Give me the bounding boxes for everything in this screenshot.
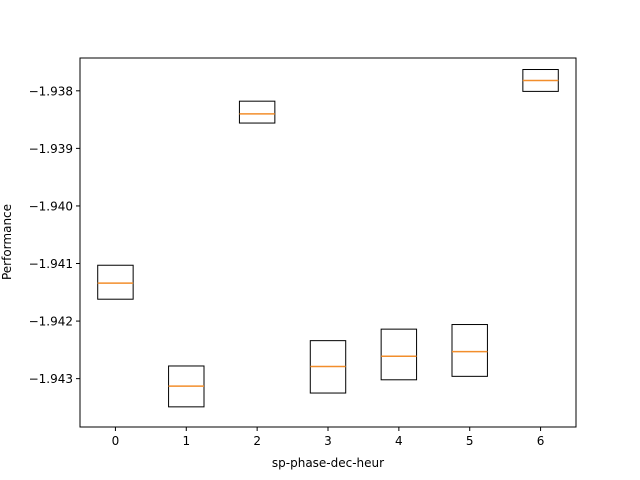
x-tick-label-5: 5 <box>466 434 474 448</box>
box-5 <box>451 324 488 377</box>
y-tick-label-2: −1.940 <box>29 199 73 213</box>
x-tick-label-4: 4 <box>395 434 403 448</box>
y-axis-label: Performance <box>0 204 14 280</box>
x-tick-label-6: 6 <box>537 434 545 448</box>
y-tick-label-4: −1.942 <box>29 315 73 329</box>
x-tick-label-0: 0 <box>112 434 120 448</box>
x-axis-label: sp-phase-dec-heur <box>272 456 384 470</box>
x-axis-ticks: 0 1 2 3 4 5 6 <box>112 427 545 448</box>
box-4 <box>380 328 418 381</box>
boxes-layer <box>97 69 559 408</box>
y-tick-label-0: −1.938 <box>29 84 73 98</box>
box-2 <box>238 100 276 124</box>
x-tick-label-1: 1 <box>182 434 190 448</box>
y-tick-label-1: −1.939 <box>29 142 73 156</box>
y-axis-ticks: −1.938 −1.939 −1.940 −1.941 −1.942 −1.943 <box>29 84 80 386</box>
y-tick-label-5: −1.943 <box>29 372 73 386</box>
x-tick-label-3: 3 <box>324 434 332 448</box>
y-tick-label-3: −1.941 <box>29 257 73 271</box>
x-tick-label-2: 2 <box>253 434 261 448</box>
box-0 <box>97 264 134 300</box>
